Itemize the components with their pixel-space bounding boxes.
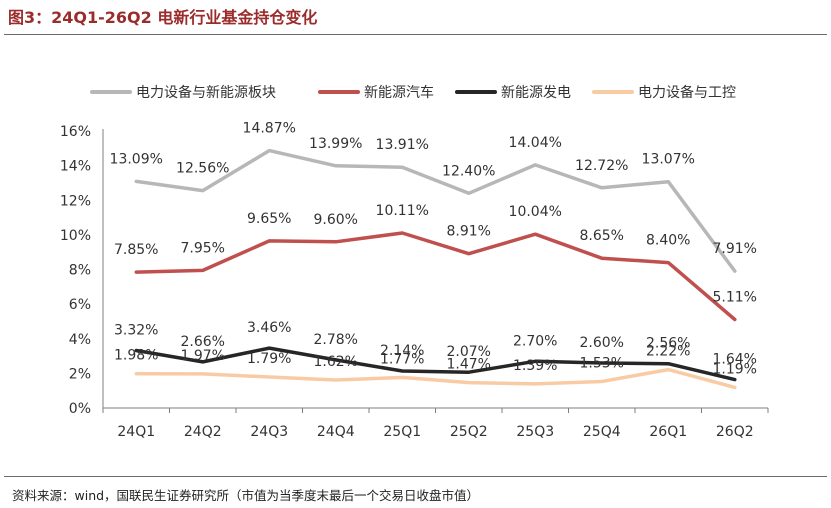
- data-label: 1.47%: [447, 357, 491, 373]
- data-label: 10.04%: [509, 204, 562, 220]
- data-label: 10.11%: [376, 203, 429, 219]
- data-label: 9.65%: [247, 211, 291, 227]
- title-divider: [4, 34, 827, 35]
- y-tick-label: 4%: [69, 332, 91, 348]
- data-label: 1.19%: [713, 361, 757, 377]
- data-label: 2.70%: [513, 333, 557, 349]
- y-tick-label: 0%: [69, 401, 91, 417]
- data-label: 5.11%: [713, 290, 757, 306]
- x-tick-label: 25Q3: [516, 424, 554, 440]
- data-label: 8.91%: [447, 224, 491, 240]
- data-label: 2.66%: [181, 334, 225, 350]
- data-label: 1.97%: [181, 348, 225, 364]
- data-label: 14.04%: [509, 135, 562, 151]
- data-label: 3.46%: [247, 320, 291, 336]
- x-tick-label: 25Q1: [383, 424, 421, 440]
- data-label: 1.79%: [247, 351, 291, 367]
- data-label: 13.91%: [376, 137, 429, 153]
- y-tick-label: 12%: [60, 193, 91, 209]
- x-tick-label: 24Q3: [250, 424, 288, 440]
- x-tick-label: 26Q2: [716, 424, 754, 440]
- series-line: [134, 367, 737, 390]
- legend-label: 新能源汽车: [364, 84, 434, 101]
- x-tick-label: 25Q2: [450, 424, 488, 440]
- source-divider: [4, 476, 827, 477]
- x-tick-label: 26Q1: [649, 424, 687, 440]
- series-line: [134, 346, 737, 382]
- y-tick-label: 6%: [69, 297, 91, 313]
- x-tick-label: 24Q2: [184, 424, 222, 440]
- data-label: 3.32%: [114, 323, 158, 339]
- legend-label: 电力设备与新能源板块: [136, 84, 276, 101]
- data-label: 8.65%: [580, 228, 624, 244]
- legend-label: 电力设备与工控: [638, 84, 736, 101]
- data-label: 13.09%: [110, 151, 163, 167]
- y-tick-label: 14%: [60, 159, 91, 175]
- data-label: 2.60%: [580, 335, 624, 351]
- data-label: 7.85%: [114, 242, 158, 258]
- data-label: 13.07%: [642, 152, 695, 168]
- series-line: [134, 231, 737, 322]
- data-label: 7.91%: [713, 241, 757, 257]
- data-label: 13.99%: [309, 136, 362, 152]
- series-line: [134, 148, 737, 273]
- data-label: 1.77%: [380, 351, 424, 367]
- data-label: 9.60%: [314, 212, 358, 228]
- y-tick-label: 10%: [60, 228, 91, 244]
- data-label: 2.22%: [646, 344, 690, 360]
- data-label: 2.14%: [380, 343, 424, 359]
- data-label: 2.78%: [314, 332, 358, 348]
- data-label: 1.62%: [314, 354, 358, 370]
- legend-label: 新能源发电: [501, 85, 571, 101]
- data-label: 12.56%: [176, 161, 229, 177]
- y-tick-label: 2%: [69, 366, 91, 382]
- data-label: 2.56%: [646, 336, 690, 352]
- data-label: 8.40%: [646, 233, 690, 249]
- x-tick-label: 24Q1: [117, 424, 155, 440]
- data-label: 1.53%: [580, 356, 624, 372]
- x-tick-label: 25Q4: [583, 424, 621, 440]
- data-label: 1.64%: [713, 352, 757, 368]
- data-label: 1.98%: [114, 348, 158, 364]
- data-label: 7.95%: [181, 240, 225, 256]
- data-label: 12.40%: [442, 163, 495, 179]
- source-note: 资料来源：wind，国联民生证券研究所（市值为当季度末最后一个交易日收盘市值）: [12, 488, 480, 503]
- y-tick-label: 16%: [60, 124, 91, 140]
- data-label: 14.87%: [243, 121, 296, 137]
- data-label: 12.72%: [575, 158, 628, 174]
- data-label: 1.39%: [513, 358, 557, 374]
- figure-title: 图3：24Q1-26Q2 电新行业基金持仓变化: [8, 8, 318, 27]
- data-label: 2.07%: [447, 344, 491, 360]
- x-tick-label: 24Q4: [317, 424, 355, 440]
- y-tick-label: 8%: [69, 263, 91, 279]
